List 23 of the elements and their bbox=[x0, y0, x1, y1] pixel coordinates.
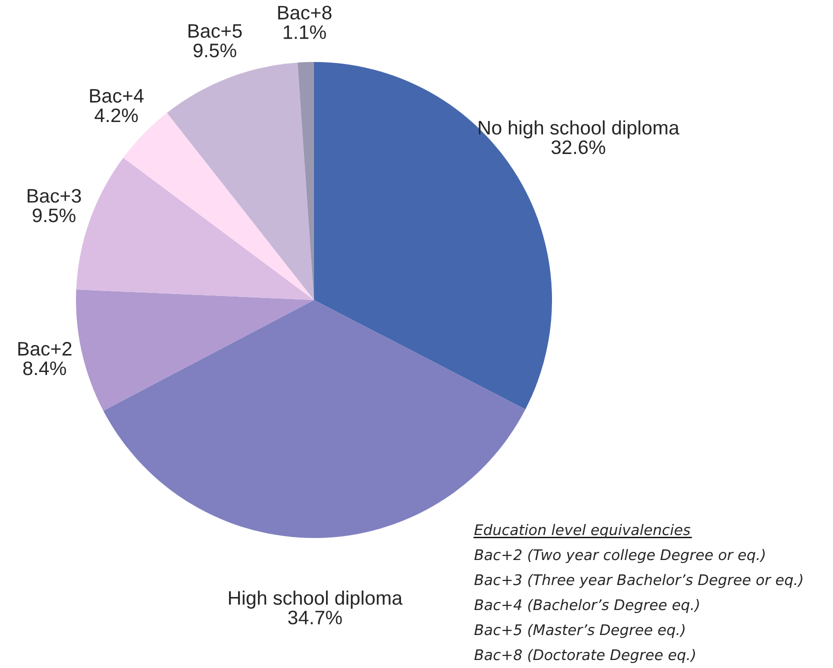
data-label: 9.5% bbox=[194, 44, 236, 58]
data-label: 9.5% bbox=[32, 208, 76, 222]
pie-slice bbox=[314, 62, 552, 410]
text: Bac+4 (Bachelor’s Degree eq.) bbox=[474, 598, 699, 614]
text: Bac+3 (Three year Bachelor’s Degree or eq.) bbox=[474, 574, 802, 588]
text: Bac+5 (Master’s Degree eq.) bbox=[474, 624, 685, 638]
slice-label: No high school diploma bbox=[478, 120, 680, 138]
data-label: 1.1% bbox=[284, 25, 326, 39]
slice-label: Bac+4 bbox=[90, 89, 144, 103]
data-label: 34.7% bbox=[288, 610, 342, 624]
text: Bac+2 (Two year college Degree or eq.) bbox=[474, 548, 765, 564]
text: Education level equivalencies bbox=[474, 524, 690, 538]
data-label: 4.2% bbox=[94, 108, 138, 122]
slice-label: Bac+3 bbox=[28, 188, 81, 203]
slice-label: Bac+5 bbox=[188, 24, 242, 38]
data-label: 8.4% bbox=[23, 361, 66, 376]
data-label: 32.6% bbox=[551, 140, 606, 154]
text: Bac+8 (Doctorate Degree eq.) bbox=[474, 648, 695, 664]
pie-slice bbox=[76, 290, 314, 411]
slice-label: Bac+8 bbox=[278, 6, 332, 20]
pie-slice bbox=[166, 62, 314, 300]
slice-label: Bac+2 bbox=[18, 342, 72, 356]
slice-label: High school diploma bbox=[229, 590, 403, 609]
